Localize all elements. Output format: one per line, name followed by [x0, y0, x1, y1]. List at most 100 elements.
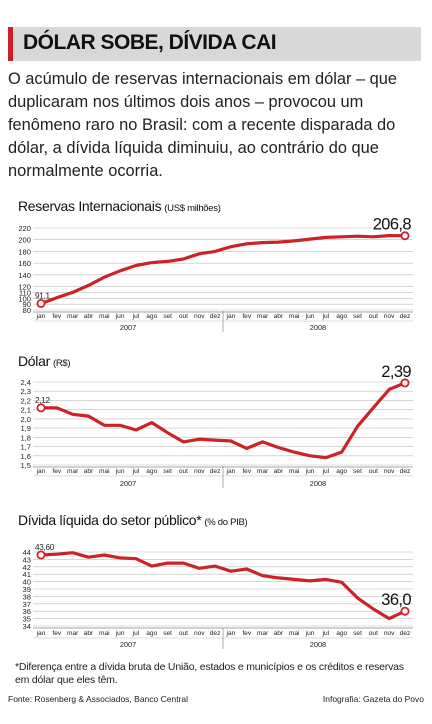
x-tick-label: mai: [99, 468, 110, 475]
x-tick-label: jul: [132, 313, 140, 320]
x-tick-label: mar: [67, 313, 79, 320]
x-tick-label: ago: [146, 630, 157, 637]
chart-unit: (R$): [52, 358, 71, 369]
headline-bar: DÓLAR SOBE, DÍVIDA CAI: [8, 27, 421, 61]
x-tick-label: set: [353, 313, 362, 320]
x-tick-label: dez: [210, 468, 221, 475]
y-tick-label: 1,6: [20, 452, 31, 461]
end-marker: [400, 606, 410, 616]
x-tick-label: nov: [384, 313, 395, 320]
chart-title-text: Dívida líquida do setor público*: [18, 512, 202, 528]
y-tick-label: 110: [19, 288, 31, 297]
y-tick-label: 35: [23, 615, 31, 624]
x-tick-label: mar: [257, 313, 269, 320]
x-tick-label: ago: [336, 313, 347, 320]
year-label: 2008: [310, 323, 326, 332]
x-tick-label: abr: [274, 630, 284, 637]
year-label: 2007: [120, 479, 136, 488]
x-tick-label: jul: [322, 468, 330, 475]
start-value-label: 2,12: [35, 396, 50, 405]
end-marker: [400, 231, 410, 241]
chart-unit: (US$ milhões): [164, 203, 221, 214]
x-tick-label: fev: [52, 630, 61, 637]
chart-title-text: Reservas Internacionais: [18, 198, 162, 214]
x-tick-label: nov: [194, 630, 205, 637]
start-marker: [36, 298, 46, 308]
x-tick-label: set: [353, 468, 362, 475]
start-marker: [36, 550, 46, 560]
x-tick-label: jun: [305, 630, 315, 637]
end-value-label: 36,0: [381, 591, 411, 609]
x-tick-label: jan: [36, 468, 46, 475]
series-line: [39, 234, 407, 306]
x-tick-label: mai: [289, 630, 300, 637]
y-tick-label: 120: [18, 283, 31, 292]
x-tick-label: abr: [84, 468, 94, 475]
start-value-label: 43,60: [35, 543, 55, 552]
x-tick-label: abr: [84, 313, 94, 320]
chart-title-text: Dólar: [18, 353, 50, 369]
y-tick-label: 44: [23, 548, 31, 557]
y-tick-label: 40: [23, 578, 31, 587]
x-tick-label: mar: [67, 468, 79, 475]
y-tick-label: 37: [23, 600, 31, 609]
x-tick-label: jul: [322, 313, 330, 320]
y-tick-label: 1,7: [20, 443, 31, 452]
x-tick-label: jan: [226, 468, 236, 475]
y-tick-label: 200: [18, 236, 31, 245]
x-tick-label: out: [369, 313, 378, 320]
x-tick-label: mai: [99, 313, 110, 320]
chart-unit: (% do PIB): [204, 517, 248, 528]
x-tick-label: nov: [194, 313, 205, 320]
y-tick-label: 1,9: [20, 424, 31, 433]
infographic-credit: Infografia: Gazeta do Povo: [322, 694, 424, 704]
x-tick-label: fev: [242, 468, 251, 475]
x-tick-label: abr: [274, 313, 284, 320]
x-tick-label: jul: [132, 630, 140, 637]
y-tick-label: 34: [23, 622, 31, 631]
x-tick-label: jun: [115, 313, 125, 320]
x-tick-label: jan: [226, 630, 236, 637]
source-credit: Fonte: Rosenberg & Associados, Banco Cen…: [8, 694, 189, 704]
x-tick-label: set: [163, 630, 172, 637]
x-tick-label: ago: [336, 468, 347, 475]
x-tick-label: out: [179, 468, 188, 475]
y-tick-label: 220: [18, 224, 31, 233]
x-tick-label: jan: [36, 630, 46, 637]
x-tick-label: jun: [305, 468, 315, 475]
x-tick-label: jan: [226, 313, 236, 320]
x-tick-label: mar: [67, 630, 79, 637]
x-tick-label: mai: [99, 630, 110, 637]
y-tick-label: 2,2: [20, 396, 31, 405]
x-tick-label: nov: [384, 468, 395, 475]
y-tick-label: 180: [18, 247, 31, 256]
x-tick-label: abr: [84, 630, 94, 637]
x-tick-label: fev: [242, 313, 251, 320]
x-tick-label: dez: [400, 313, 411, 320]
start-value-label: 91,1: [35, 291, 50, 300]
y-tick-label: 160: [18, 259, 31, 268]
x-tick-label: mar: [257, 468, 269, 475]
y-tick-label: 39: [23, 585, 31, 594]
year-label: 2007: [120, 640, 136, 649]
chart-title-dollar: Dólar (R$): [18, 353, 71, 369]
x-tick-label: dez: [210, 630, 221, 637]
y-tick-label: 80: [23, 306, 31, 315]
x-tick-label: fev: [242, 630, 251, 637]
x-tick-label: jul: [132, 468, 140, 475]
x-tick-label: out: [369, 468, 378, 475]
end-marker: [400, 378, 410, 388]
chart-title-net-debt: Dívida líquida do setor público* (% do PI…: [18, 512, 248, 528]
x-tick-label: nov: [194, 468, 205, 475]
x-tick-label: fev: [52, 313, 61, 320]
x-tick-label: out: [179, 630, 188, 637]
x-tick-label: mai: [289, 468, 300, 475]
y-tick-label: 140: [18, 271, 31, 280]
y-tick-label: 36: [23, 607, 31, 616]
x-tick-label: set: [163, 313, 172, 320]
x-tick-label: jun: [115, 468, 125, 475]
x-tick-label: out: [369, 630, 378, 637]
